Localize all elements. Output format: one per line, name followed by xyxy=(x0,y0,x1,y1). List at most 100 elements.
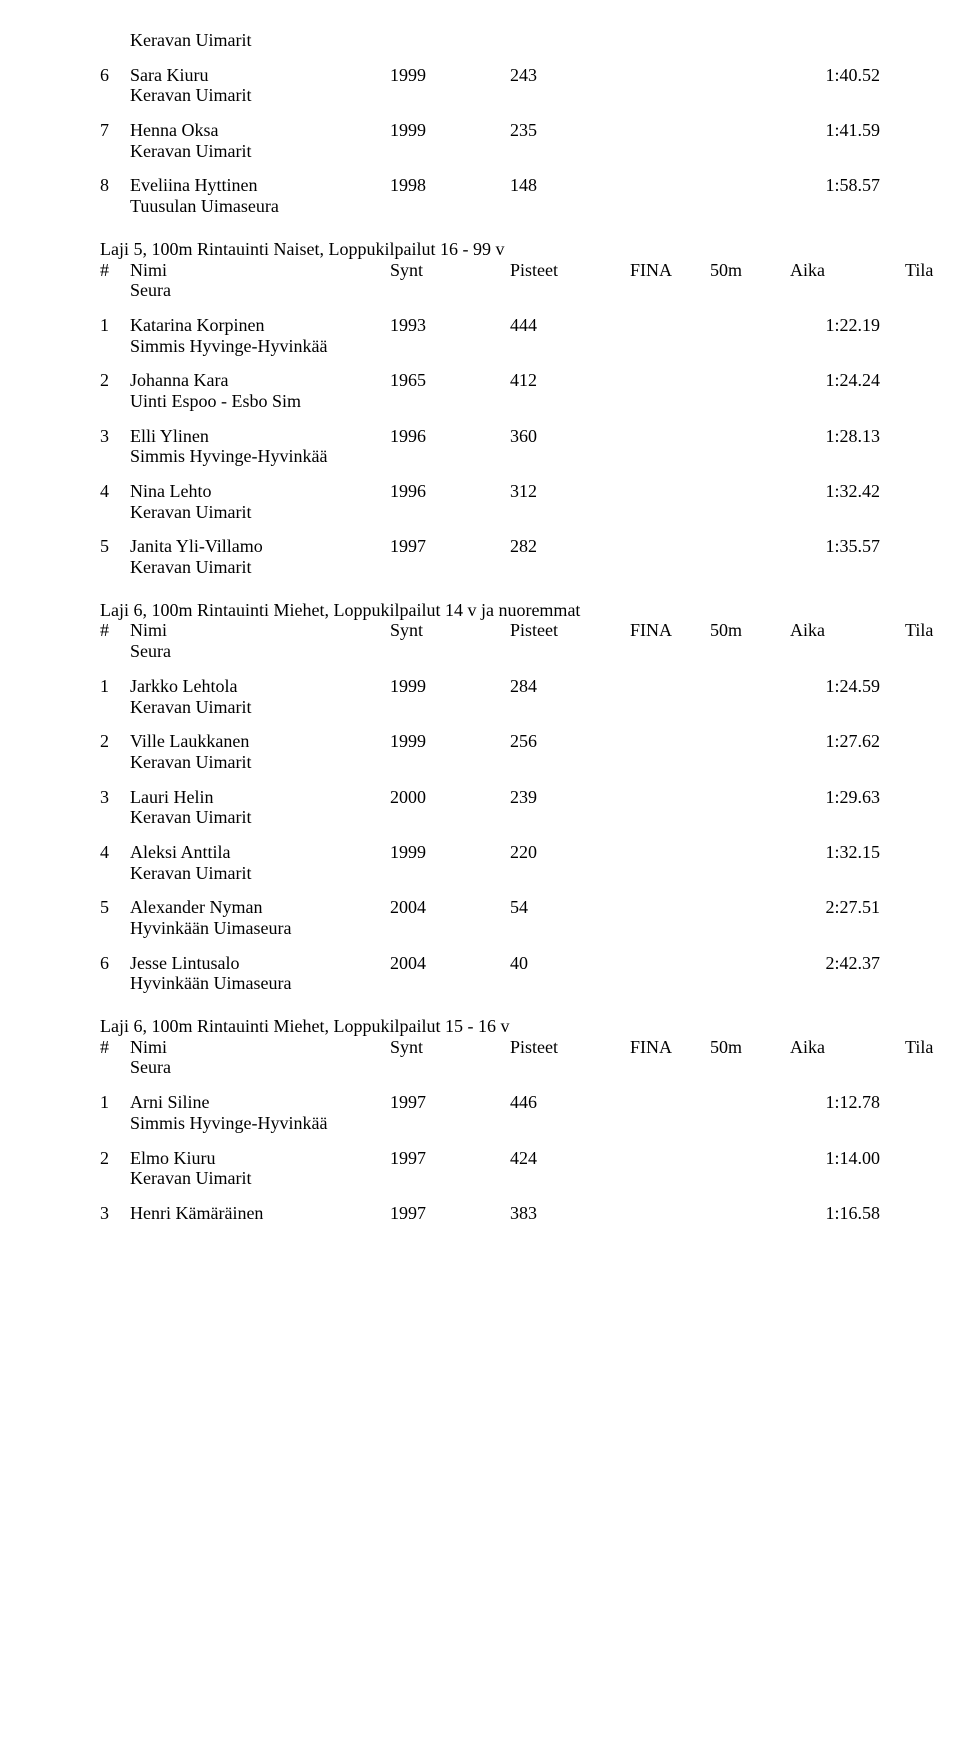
time: 1:32.42 xyxy=(630,481,960,502)
col-50m: 50m xyxy=(710,620,790,641)
points: 360 xyxy=(510,426,630,447)
place: 3 xyxy=(100,426,130,447)
col-synt: Synt xyxy=(390,620,510,641)
col-fina: FINA xyxy=(630,260,710,281)
time: 1:29.63 xyxy=(630,787,960,808)
swimmer-name: Elli Ylinen xyxy=(130,426,390,447)
points: 148 xyxy=(510,175,630,196)
club: Keravan Uimarit xyxy=(130,141,960,162)
birth-year: 2004 xyxy=(390,953,510,974)
time: 1:22.19 xyxy=(630,315,960,336)
result-entry: 8 Eveliina Hyttinen 1998 148 1:58.57 Tuu… xyxy=(100,175,960,216)
result-entry: 5 Alexander Nyman 2004 54 2:27.51 Hyvink… xyxy=(100,897,960,938)
points: 220 xyxy=(510,842,630,863)
swimmer-name: Henna Oksa xyxy=(130,120,390,141)
col-seura: Seura xyxy=(130,641,960,662)
birth-year: 1965 xyxy=(390,370,510,391)
birth-year: 1997 xyxy=(390,1203,510,1224)
event-heading: Laji 6, 100m Rintauinti Miehet, Loppukil… xyxy=(100,1016,960,1037)
place: 1 xyxy=(100,315,130,336)
swimmer-name: Elmo Kiuru xyxy=(130,1148,390,1169)
result-entry: 5 Janita Yli-Villamo 1997 282 1:35.57 Ke… xyxy=(100,536,960,577)
time: 1:14.00 xyxy=(630,1148,960,1169)
col-50m: 50m xyxy=(710,260,790,281)
col-synt: Synt xyxy=(390,260,510,281)
result-entry: 2 Ville Laukkanen 1999 256 1:27.62 Kerav… xyxy=(100,731,960,772)
swimmer-name: Jarkko Lehtola xyxy=(130,676,390,697)
swimmer-name: Johanna Kara xyxy=(130,370,390,391)
points: 284 xyxy=(510,676,630,697)
swimmer-name: Nina Lehto xyxy=(130,481,390,502)
place: 6 xyxy=(100,953,130,974)
birth-year: 1999 xyxy=(390,731,510,752)
club: Keravan Uimarit xyxy=(130,863,960,884)
time: 1:35.57 xyxy=(630,536,960,557)
points: 54 xyxy=(510,897,630,918)
points: 243 xyxy=(510,65,630,86)
column-header-row: # Nimi Synt Pisteet FINA 50m Aika Tila xyxy=(100,1037,960,1058)
swimmer-name: Sara Kiuru xyxy=(130,65,390,86)
birth-year: 2004 xyxy=(390,897,510,918)
place: 2 xyxy=(100,1148,130,1169)
result-entry: 3 Henri Kämäräinen 1997 383 1:16.58 xyxy=(100,1203,960,1224)
col-50m: 50m xyxy=(710,1037,790,1058)
place: 3 xyxy=(100,787,130,808)
swimmer-name: Katarina Korpinen xyxy=(130,315,390,336)
birth-year: 1999 xyxy=(390,120,510,141)
col-pisteet: Pisteet xyxy=(510,1037,630,1058)
place: 5 xyxy=(100,536,130,557)
points: 282 xyxy=(510,536,630,557)
club: Simmis Hyvinge-Hyvinkää xyxy=(130,1113,960,1134)
col-pisteet: Pisteet xyxy=(510,260,630,281)
col-pisteet: Pisteet xyxy=(510,620,630,641)
col-fina: FINA xyxy=(630,620,710,641)
birth-year: 1999 xyxy=(390,65,510,86)
place: 6 xyxy=(100,65,130,86)
col-aika: Aika xyxy=(790,260,905,281)
time: 1:41.59 xyxy=(630,120,960,141)
points: 444 xyxy=(510,315,630,336)
time: 1:27.62 xyxy=(630,731,960,752)
swimmer-name: Alexander Nyman xyxy=(130,897,390,918)
place: 2 xyxy=(100,731,130,752)
birth-year: 1999 xyxy=(390,842,510,863)
time: 1:12.78 xyxy=(630,1092,960,1113)
col-fina: FINA xyxy=(630,1037,710,1058)
col-synt: Synt xyxy=(390,1037,510,1058)
club: Simmis Hyvinge-Hyvinkää xyxy=(130,446,960,467)
birth-year: 1997 xyxy=(390,536,510,557)
club: Keravan Uimarit xyxy=(130,1168,960,1189)
result-entry: 1 Katarina Korpinen 1993 444 1:22.19 Sim… xyxy=(100,315,960,356)
points: 256 xyxy=(510,731,630,752)
birth-year: 1996 xyxy=(390,426,510,447)
swimmer-name: Henri Kämäräinen xyxy=(130,1203,390,1224)
event-heading: Laji 6, 100m Rintauinti Miehet, Loppukil… xyxy=(100,600,960,621)
result-entry: 4 Aleksi Anttila 1999 220 1:32.15 Kerava… xyxy=(100,842,960,883)
event-heading: Laji 5, 100m Rintauinti Naiset, Loppukil… xyxy=(100,239,960,260)
col-nimi: Nimi xyxy=(130,260,390,281)
points: 412 xyxy=(510,370,630,391)
club: Keravan Uimarit xyxy=(130,557,960,578)
time: 2:42.37 xyxy=(630,953,960,974)
swimmer-name: Eveliina Hyttinen xyxy=(130,175,390,196)
col-nimi: Nimi xyxy=(130,1037,390,1058)
club: Hyvinkään Uimaseura xyxy=(130,918,960,939)
time: 1:40.52 xyxy=(630,65,960,86)
birth-year: 1993 xyxy=(390,315,510,336)
birth-year: 1997 xyxy=(390,1148,510,1169)
points: 446 xyxy=(510,1092,630,1113)
points: 40 xyxy=(510,953,630,974)
club: Keravan Uimarit xyxy=(130,85,960,106)
points: 239 xyxy=(510,787,630,808)
place: 2 xyxy=(100,370,130,391)
points: 383 xyxy=(510,1203,630,1224)
club: Simmis Hyvinge-Hyvinkää xyxy=(130,336,960,357)
points: 424 xyxy=(510,1148,630,1169)
time: 1:58.57 xyxy=(630,175,960,196)
points: 312 xyxy=(510,481,630,502)
result-entry: 1 Jarkko Lehtola 1999 284 1:24.59 Kerava… xyxy=(100,676,960,717)
time: 1:24.24 xyxy=(630,370,960,391)
column-header-row: # Nimi Synt Pisteet FINA 50m Aika Tila xyxy=(100,260,960,281)
page: Keravan Uimarit 6 Sara Kiuru 1999 243 1:… xyxy=(0,0,960,1264)
col-hash: # xyxy=(100,620,130,641)
